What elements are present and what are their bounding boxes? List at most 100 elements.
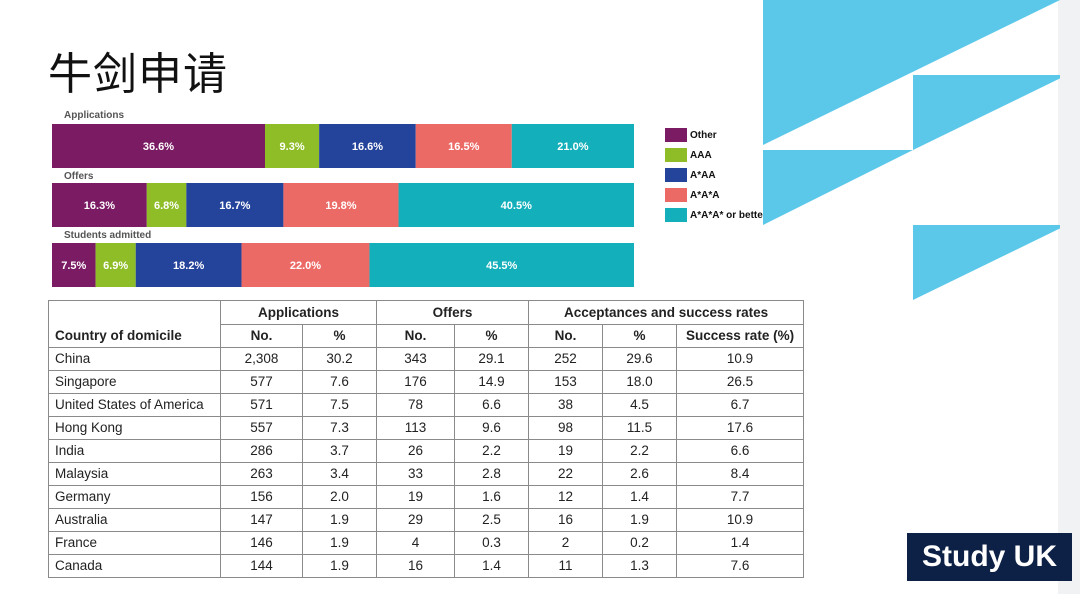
table-cell: 6.6 [676, 439, 805, 463]
domicile-table: Applications Offers Acceptances and succ… [48, 300, 805, 578]
table-cell: 6.6 [454, 393, 530, 417]
table-cell: 26.5 [676, 370, 805, 394]
table-cell: 0.3 [454, 531, 530, 555]
table-body: China 2,308 30.2 343 29.1 252 29.6 10.9 Singapor… [48, 347, 805, 578]
country-cell: India [48, 439, 221, 463]
data-label: 16.3% [84, 200, 115, 212]
table-cell: 16 [376, 554, 456, 578]
table-cell: 18.0 [602, 370, 678, 394]
data-label: 9.3% [280, 141, 305, 153]
data-label: 16.7% [219, 200, 250, 212]
table-cell: 1.9 [301, 531, 378, 555]
table-subheader: No. [376, 324, 456, 348]
table-cell: 113 [376, 416, 456, 440]
country-cell: Australia [48, 508, 221, 532]
data-label: 22.0% [290, 260, 321, 272]
table-cell: 7.7 [676, 485, 805, 509]
bar-segment [52, 183, 147, 227]
table-cell: 1.9 [301, 554, 378, 578]
country-cell: China [48, 347, 221, 371]
country-cell: France [48, 531, 221, 555]
table-row: China 2,308 30.2 343 29.1 252 29.6 10.9 [48, 347, 805, 371]
category-label: Students admitted [64, 230, 151, 241]
decorative-triangles [763, 0, 1060, 300]
data-label: 40.5% [501, 200, 532, 212]
table-subheader: Success rate (%) [676, 324, 805, 348]
table-cell: 144 [220, 554, 303, 578]
table-row: Malaysia 263 3.4 33 2.8 22 2.6 8.4 [48, 462, 805, 486]
table-cell: 2,308 [220, 347, 303, 371]
table-cell: 30.2 [301, 347, 378, 371]
table-group-header: Applications [219, 300, 378, 325]
table-row: Hong Kong 557 7.3 113 9.6 98 11.5 17.6 [48, 416, 805, 440]
table-row: Singapore 577 7.6 176 14.9 153 18.0 26.5 [48, 370, 805, 394]
table-row: France 146 1.9 4 0.3 2 0.2 1.4 [48, 531, 805, 555]
data-label: 16.5% [448, 141, 479, 153]
legend-label: Other [690, 130, 717, 141]
table-cell: 78 [376, 393, 456, 417]
bar-segment [319, 124, 416, 168]
bar-segment [283, 183, 399, 227]
table-cell: 98 [528, 416, 604, 440]
table-subheader: % [454, 324, 530, 348]
table-group-header: Offers [376, 300, 530, 325]
table-cell: 29 [376, 508, 456, 532]
category-label: Offers [64, 171, 94, 182]
bar-segment [135, 243, 242, 287]
table-row: India 286 3.7 26 2.2 19 2.2 6.6 [48, 439, 805, 463]
table-cell: 1.4 [676, 531, 805, 555]
country-cell: Hong Kong [48, 416, 221, 440]
table-cell: 146 [220, 531, 303, 555]
bar-segment [369, 243, 634, 287]
table-cell: 263 [220, 462, 303, 486]
table-cell: 22 [528, 462, 604, 486]
table-row: United States of America 571 7.5 78 6.6 38 4.5… [48, 393, 805, 417]
table-cell: 3.7 [301, 439, 378, 463]
table-cell: 1.9 [602, 508, 678, 532]
legend-swatch [665, 208, 687, 222]
table-cell: 4.5 [602, 393, 678, 417]
data-label: 19.8% [325, 200, 356, 212]
table-header-country: Country of domicile [48, 324, 221, 348]
table-cell: 29.6 [602, 347, 678, 371]
legend-swatch [665, 148, 687, 162]
table-group-header-row: Applications Offers Acceptances and succ… [48, 300, 805, 325]
table-cell: 176 [376, 370, 456, 394]
table-cell: 4 [376, 531, 456, 555]
data-label: 18.2% [173, 260, 204, 272]
table-cell: 7.6 [676, 554, 805, 578]
table-row: Germany 156 2.0 19 1.6 12 1.4 7.7 [48, 485, 805, 509]
deco-triangle-4 [913, 225, 1060, 300]
table-cell: 2.0 [301, 485, 378, 509]
stacked-bar-chart: Applications 36.6% 9.3% 16.6% 16.5% 21.0% Offe… [52, 110, 763, 287]
country-cell: Germany [48, 485, 221, 509]
table-cell: 1.4 [454, 554, 530, 578]
table-cell: 0.2 [602, 531, 678, 555]
table-cell: 3.4 [301, 462, 378, 486]
table-header-blank [48, 300, 221, 325]
bar-segment [511, 124, 634, 168]
category-label: Applications [64, 110, 124, 121]
bar-segment [265, 124, 320, 168]
bar-segment [52, 243, 96, 287]
country-cell: Canada [48, 554, 221, 578]
table-cell: 7.3 [301, 416, 378, 440]
deco-triangle-2 [913, 75, 1060, 150]
bar-segment [398, 183, 634, 227]
table-cell: 7.6 [301, 370, 378, 394]
study-uk-logo: Study UK [907, 533, 1072, 581]
table-cell: 17.6 [676, 416, 805, 440]
table-cell: 8.4 [676, 462, 805, 486]
table-cell: 343 [376, 347, 456, 371]
table-cell: 2.5 [454, 508, 530, 532]
bar-segment [186, 183, 284, 227]
legend-label: A*A*A [690, 190, 719, 201]
legend-label: A*AA [690, 170, 716, 181]
table-cell: 147 [220, 508, 303, 532]
table-cell: 2.6 [602, 462, 678, 486]
data-label: 7.5% [61, 260, 86, 272]
table-cell: 2.2 [454, 439, 530, 463]
table-subheader: No. [220, 324, 303, 348]
deco-triangle-1 [763, 0, 1060, 145]
table-cell: 2.8 [454, 462, 530, 486]
